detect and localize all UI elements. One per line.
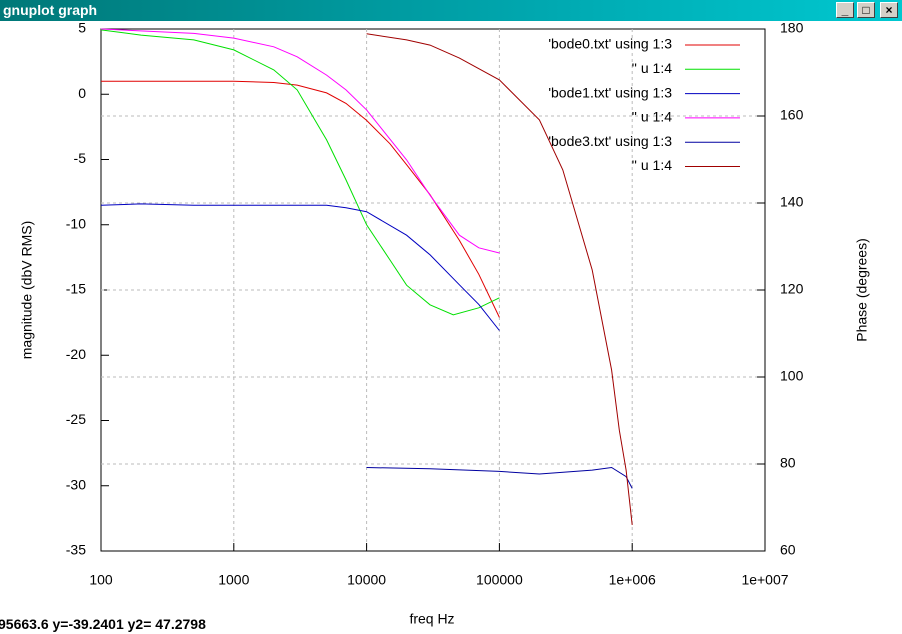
y2-tick-label: 180 — [780, 20, 804, 36]
y-tick-label: -15 — [66, 281, 86, 297]
legend-label: 'bode0.txt' using 1:3 — [548, 36, 672, 52]
y2-tick-label: 80 — [780, 455, 796, 471]
maximize-button[interactable]: □ — [857, 2, 875, 18]
y-tick-label: -35 — [66, 542, 86, 558]
x-tick-label: 100 — [89, 572, 113, 588]
series-line — [366, 466, 633, 489]
y2-tick-label: 100 — [780, 368, 804, 384]
x-axis-label: freq Hz — [409, 611, 454, 627]
y2-tick-label: 60 — [780, 542, 796, 558]
title-bar: gnuplot graph _ □ × — [0, 0, 902, 21]
series-line — [101, 80, 500, 318]
y-tick-label: -25 — [66, 411, 86, 427]
status-text: 95663.6 y=-39.2401 y2= 47.2798 — [0, 616, 206, 632]
x-tick-label: 1e+006 — [609, 572, 656, 588]
legend-label: 'bode1.txt' using 1:3 — [548, 84, 672, 100]
close-button[interactable]: × — [880, 2, 898, 18]
series-line — [366, 33, 633, 525]
x-tick-label: 10000 — [347, 572, 386, 588]
x-tick-label: 100000 — [476, 572, 523, 588]
y2-axis-label: Phase (degrees) — [854, 238, 870, 342]
y-tick-label: 0 — [78, 85, 86, 101]
window-title: gnuplot graph — [3, 2, 98, 18]
legend-label: 'bode3.txt' using 1:3 — [548, 133, 672, 149]
y-tick-label: -10 — [66, 215, 86, 231]
series-line — [100, 28, 500, 254]
y-tick-label: -20 — [66, 346, 86, 362]
x-tick-label: 1000 — [218, 572, 249, 588]
y-tick-label: -5 — [74, 150, 87, 166]
legend-label: '' u 1:4 — [632, 60, 673, 76]
series-line — [100, 29, 500, 316]
y2-tick-label: 120 — [780, 281, 804, 297]
legend-label: '' u 1:4 — [632, 109, 673, 125]
y-tick-label: -30 — [66, 476, 86, 492]
y2-tick-label: 140 — [780, 194, 804, 210]
legend-label: '' u 1:4 — [632, 157, 673, 173]
y-axis-label: magnitude (dbV RMS) — [19, 221, 35, 360]
series-line — [100, 203, 500, 331]
y2-tick-label: 160 — [780, 107, 804, 123]
y-tick-label: 5 — [78, 20, 86, 36]
minimize-button[interactable]: _ — [836, 2, 854, 18]
x-tick-label: 1e+007 — [741, 572, 788, 588]
